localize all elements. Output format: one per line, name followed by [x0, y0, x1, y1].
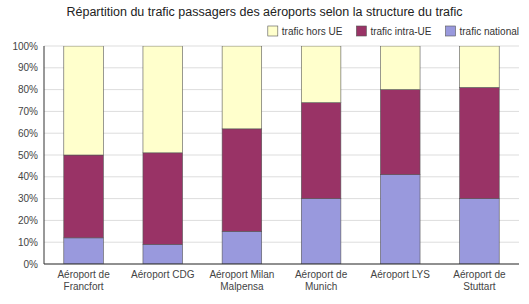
y-tick-label: 60%	[18, 128, 38, 139]
y-tick-label: 100%	[12, 41, 38, 52]
bar-segment	[460, 199, 500, 264]
bar-segment	[222, 231, 262, 264]
bar-segment	[64, 46, 104, 155]
grid-line	[44, 111, 519, 112]
bar-segment	[460, 87, 500, 198]
y-tick-label: 90%	[18, 62, 38, 73]
bar-segment	[301, 46, 341, 103]
x-tick-label: Aéroport deFrancfort	[57, 269, 110, 292]
grid-line	[44, 46, 519, 47]
chart-title: Répartition du trafic passagers des aéro…	[66, 5, 462, 19]
legend-swatch	[446, 26, 456, 36]
bar-segment	[380, 90, 420, 175]
bar-segment	[143, 153, 183, 245]
chart-svg: Répartition du trafic passagers des aéro…	[0, 0, 529, 304]
bar-segment	[380, 46, 420, 90]
bar-segment	[143, 244, 183, 264]
grid-line	[44, 198, 519, 199]
y-tick-label: 50%	[18, 150, 38, 161]
x-axis-line	[44, 264, 519, 265]
bar-segment	[143, 46, 183, 153]
bar-segment	[222, 129, 262, 231]
bars	[64, 46, 499, 264]
grid-line	[44, 242, 519, 243]
bar-segment	[380, 175, 420, 264]
legend: trafic hors UE trafic intra-UE trafic nati…	[268, 26, 519, 37]
bar-segment	[301, 199, 341, 264]
grid-line	[44, 89, 519, 90]
x-tick-label: Aéroport deStuttart	[453, 269, 506, 292]
legend-swatch	[268, 26, 278, 36]
y-tick-label: 10%	[18, 237, 38, 248]
chart-container: Répartition du trafic passagers des aéro…	[0, 0, 529, 304]
grid-line	[44, 67, 519, 68]
x-tick-label: Aéroport deMunich	[295, 269, 348, 292]
legend-label: trafic intra-UE	[370, 26, 431, 37]
bar-segment	[222, 46, 262, 129]
legend-label: trafic hors UE	[282, 26, 343, 37]
y-tick-label: 80%	[18, 84, 38, 95]
y-tick-label: 0%	[24, 259, 39, 270]
bar-segment	[460, 46, 500, 87]
legend-swatch	[356, 26, 366, 36]
x-tick-label: Aéroport CDG	[131, 269, 195, 280]
y-tick-label: 30%	[18, 193, 38, 204]
x-tick-label: Aéroport MilanMalpensa	[209, 269, 274, 292]
y-tick-label: 40%	[18, 171, 38, 182]
bar-segment	[64, 238, 104, 264]
bar-segment	[64, 155, 104, 238]
grid-line	[44, 133, 519, 134]
x-axis: Aéroport deFrancfort Aéroport CDG Aéroport…	[57, 269, 506, 292]
grid-line	[44, 155, 519, 156]
y-tick-label: 70%	[18, 106, 38, 117]
grid-line	[44, 176, 519, 177]
grid-line	[44, 220, 519, 221]
y-tick-label: 20%	[18, 215, 38, 226]
legend-label: trafic national	[460, 26, 519, 37]
bar-segment	[301, 103, 341, 199]
y-axis-line	[44, 46, 45, 264]
x-tick-label: Aéroport LYS	[371, 269, 431, 280]
grid-line	[44, 264, 519, 265]
y-axis: 0% 10% 20% 30% 40% 50% 60% 70% 80% 90% 100%	[12, 41, 519, 270]
